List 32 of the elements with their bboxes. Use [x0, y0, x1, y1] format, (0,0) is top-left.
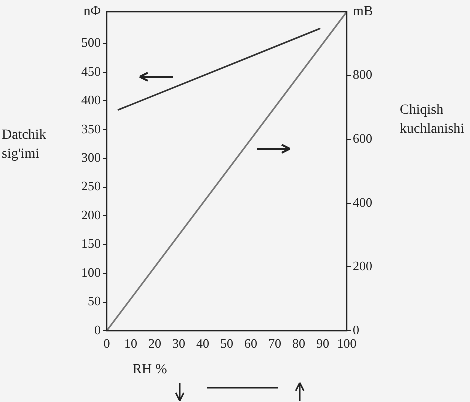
text: mB — [353, 4, 374, 20]
y-tick-label: 50 — [88, 294, 101, 309]
y-tick-label: 200 — [82, 207, 101, 222]
x-tick-label: 10 — [124, 336, 138, 352]
x-tick-label: 80 — [292, 336, 306, 352]
y2-tick-label: 0 — [353, 322, 360, 338]
x-tick-label: 60 — [244, 336, 258, 352]
y2-tick-label: 800 — [353, 67, 372, 82]
y-tick-label: 400 — [82, 92, 101, 108]
text: nΦ — [84, 4, 101, 20]
x-tick-label: 30 — [172, 336, 186, 352]
x-tick-label: 40 — [196, 336, 210, 352]
y-tick-label: 0 — [94, 322, 101, 338]
y-tick-label: 500 — [82, 35, 101, 50]
y-tick-label: 250 — [82, 178, 101, 194]
y2-tick-label: 200 — [353, 258, 372, 274]
x-tick-label: 90 — [316, 336, 330, 352]
x-tick-label: 70 — [268, 336, 282, 352]
y-tick-label: 350 — [82, 121, 101, 136]
y2-tick-label: 600 — [353, 131, 372, 146]
y2-tick-label: 400 — [353, 194, 372, 210]
y-tick-label: 450 — [82, 64, 101, 79]
y-axis-title: Datchik sig'imi — [2, 128, 46, 162]
y-tick-label: 300 — [82, 150, 101, 165]
x-tick-label: 0 — [104, 336, 110, 352]
y-tick-label: 100 — [82, 264, 101, 280]
x-tick-label: 100 — [337, 336, 357, 352]
y-tick-label: 150 — [82, 236, 101, 252]
y2-axis-title: Chiqish kuchlanishi — [400, 103, 465, 138]
x-axis-title: RH % — [132, 362, 168, 378]
x-tick-label: 50 — [220, 336, 234, 352]
x-tick-label: 20 — [148, 336, 162, 352]
